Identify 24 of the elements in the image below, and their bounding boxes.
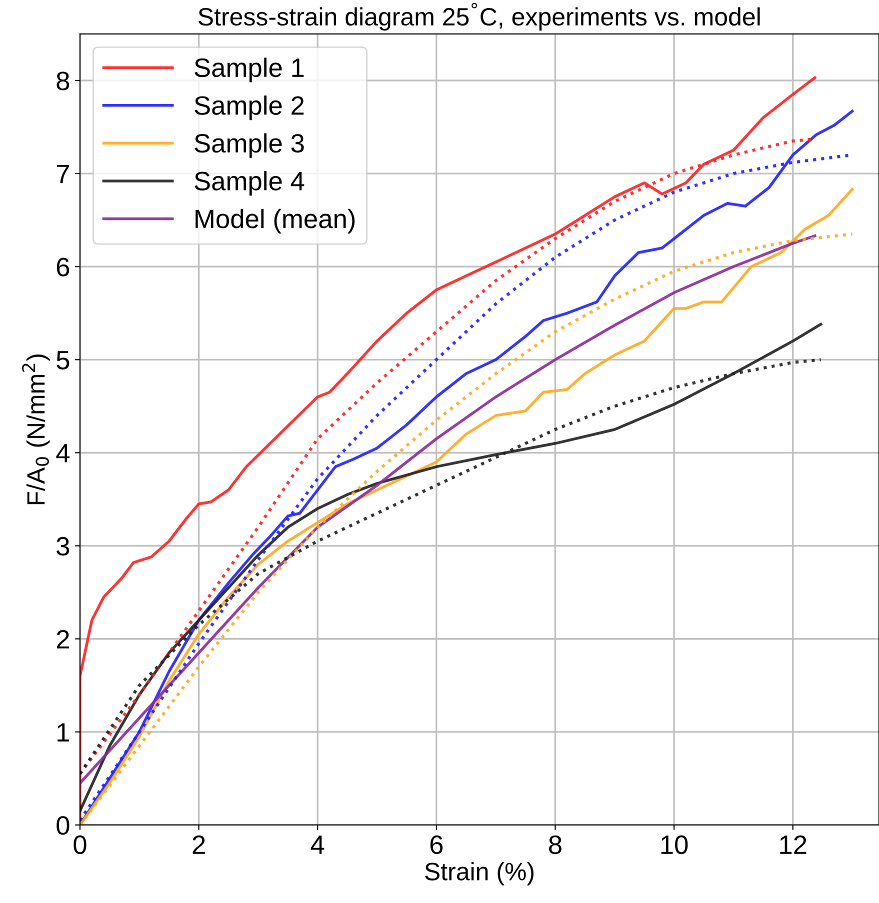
x-axis-title: Strain (%) (425, 862, 534, 886)
y-tick-label: 7 (56, 164, 69, 184)
x-tick-label: 4 (310, 836, 324, 854)
x-tick-label: 12 (780, 835, 806, 854)
x-tick-label: 2 (192, 835, 205, 854)
y-tick-label: 6 (56, 258, 70, 276)
y-axis-title: F/A$_{0}$ (N/mm$^{2}$) (22, 354, 50, 504)
y-tick-label: 1 (58, 723, 69, 742)
y-tick-label: 4 (56, 444, 70, 462)
x-tick-label: 10 (661, 835, 688, 854)
legend-label: Sample 3 (194, 133, 304, 158)
y-tick-label: 2 (56, 630, 69, 648)
x-tick-label: 8 (549, 835, 562, 854)
y-tick-label: 3 (56, 536, 70, 556)
legend-label: Sample 2 (194, 95, 304, 120)
legend-label: Sample 1 (194, 58, 304, 82)
x-tick-label: 0 (74, 835, 86, 854)
legend-label: Sample 4 (194, 171, 304, 196)
x-tick-label: 6 (430, 835, 443, 854)
legend-label: Model (mean) (196, 208, 355, 234)
y-tick-label: 5 (56, 351, 70, 370)
y-tick-label: 0 (56, 816, 70, 835)
chart-title: Stress-strain diagram 25$^{°}$C, experiments vs. model (198, 2, 760, 31)
y-tick-label: 8 (56, 72, 70, 90)
